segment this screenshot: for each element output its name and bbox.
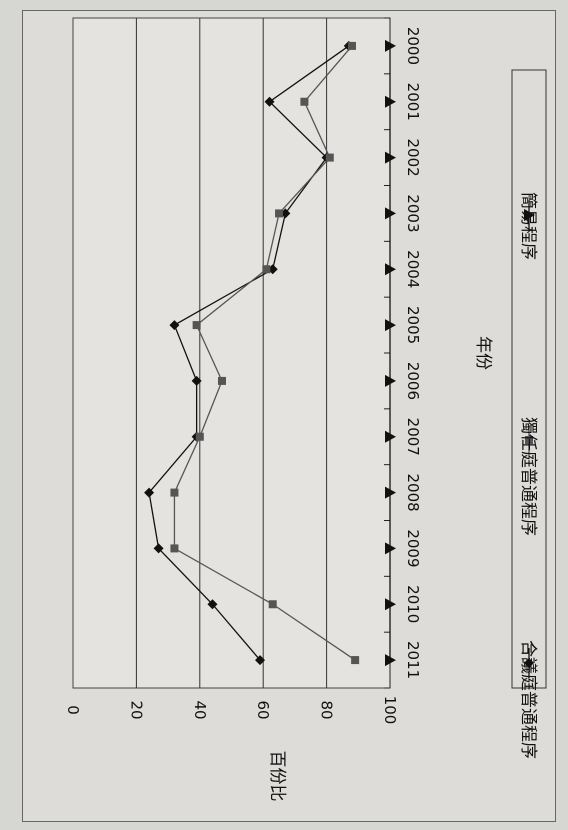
y-tick-label: 80 — [318, 700, 336, 719]
data-point — [262, 265, 271, 274]
x-tick-label: 2009 — [404, 529, 422, 567]
legend-marker — [524, 209, 535, 221]
data-point — [385, 263, 396, 276]
x-axis-title: 年份 — [473, 336, 493, 370]
data-point — [385, 542, 396, 555]
data-point — [207, 599, 218, 610]
legend-label: 合議庭普通程序 — [518, 640, 538, 759]
x-tick-label: 2000 — [404, 27, 422, 65]
data-point — [385, 39, 396, 52]
legend-item: 合議庭普通程序 — [518, 640, 538, 759]
x-tick-label: 2007 — [404, 418, 422, 456]
data-point — [275, 209, 284, 218]
series-line — [148, 45, 350, 661]
gridlines — [135, 18, 328, 688]
data-point — [144, 487, 155, 498]
x-tick-label: 2004 — [404, 250, 422, 288]
legend-marker — [525, 436, 533, 444]
data-point — [385, 598, 396, 611]
plot-area — [72, 17, 391, 689]
x-tick-label: 2005 — [404, 306, 422, 344]
x-tick-label: 2008 — [404, 473, 422, 511]
legend-label: 獨任庭普通程序 — [518, 417, 538, 536]
x-tick-label: 2011 — [404, 641, 422, 679]
legend-box — [511, 69, 547, 689]
legend-marker — [524, 658, 534, 668]
legend-label: 簡易程序 — [518, 192, 538, 260]
data-point — [264, 96, 275, 107]
data-point — [385, 95, 396, 108]
series-group — [144, 39, 396, 667]
data-point — [385, 430, 396, 443]
x-tick-label: 2006 — [404, 362, 422, 400]
data-point — [325, 153, 334, 162]
series-line — [173, 45, 356, 661]
x-axis: 2011 2010 2009 2008 2007 2006 2005 2004 2003 2002… — [384, 17, 422, 689]
data-point — [255, 655, 266, 666]
data-point — [385, 207, 396, 220]
data-point — [217, 376, 226, 385]
y-tick-label: 40 — [191, 700, 209, 719]
data-point — [192, 321, 201, 330]
data-point — [385, 374, 396, 387]
data-point — [385, 486, 396, 499]
data-point — [347, 41, 356, 50]
data-point — [351, 656, 360, 665]
data-point — [170, 544, 179, 553]
data-point — [195, 432, 204, 441]
series-2 — [170, 41, 360, 665]
y-axis-ticks: 0 20 40 60 80 100 — [64, 696, 399, 725]
data-point — [153, 543, 164, 554]
data-point — [385, 151, 396, 164]
y-tick-label: 60 — [254, 700, 272, 719]
data-point — [191, 375, 202, 386]
x-tick-label: 2010 — [404, 585, 422, 623]
legend-item: 獨任庭普通程序 — [518, 417, 538, 536]
x-tick-label: 2003 — [404, 194, 422, 232]
y-axis-title: 百份比 — [267, 751, 287, 802]
data-point — [170, 488, 179, 497]
data-point — [169, 320, 180, 331]
data-point — [385, 654, 396, 667]
y-tick-label: 20 — [127, 700, 145, 719]
data-point — [300, 97, 309, 106]
data-point — [385, 319, 396, 332]
data-point — [268, 600, 277, 609]
legend-item: 簡易程序 — [518, 192, 538, 260]
x-tick-label: 2001 — [404, 83, 422, 121]
x-tick-label: 2002 — [404, 138, 422, 176]
y-tick-label: 0 — [64, 705, 82, 715]
series-3 — [385, 39, 396, 667]
y-tick-label: 100 — [381, 696, 399, 725]
